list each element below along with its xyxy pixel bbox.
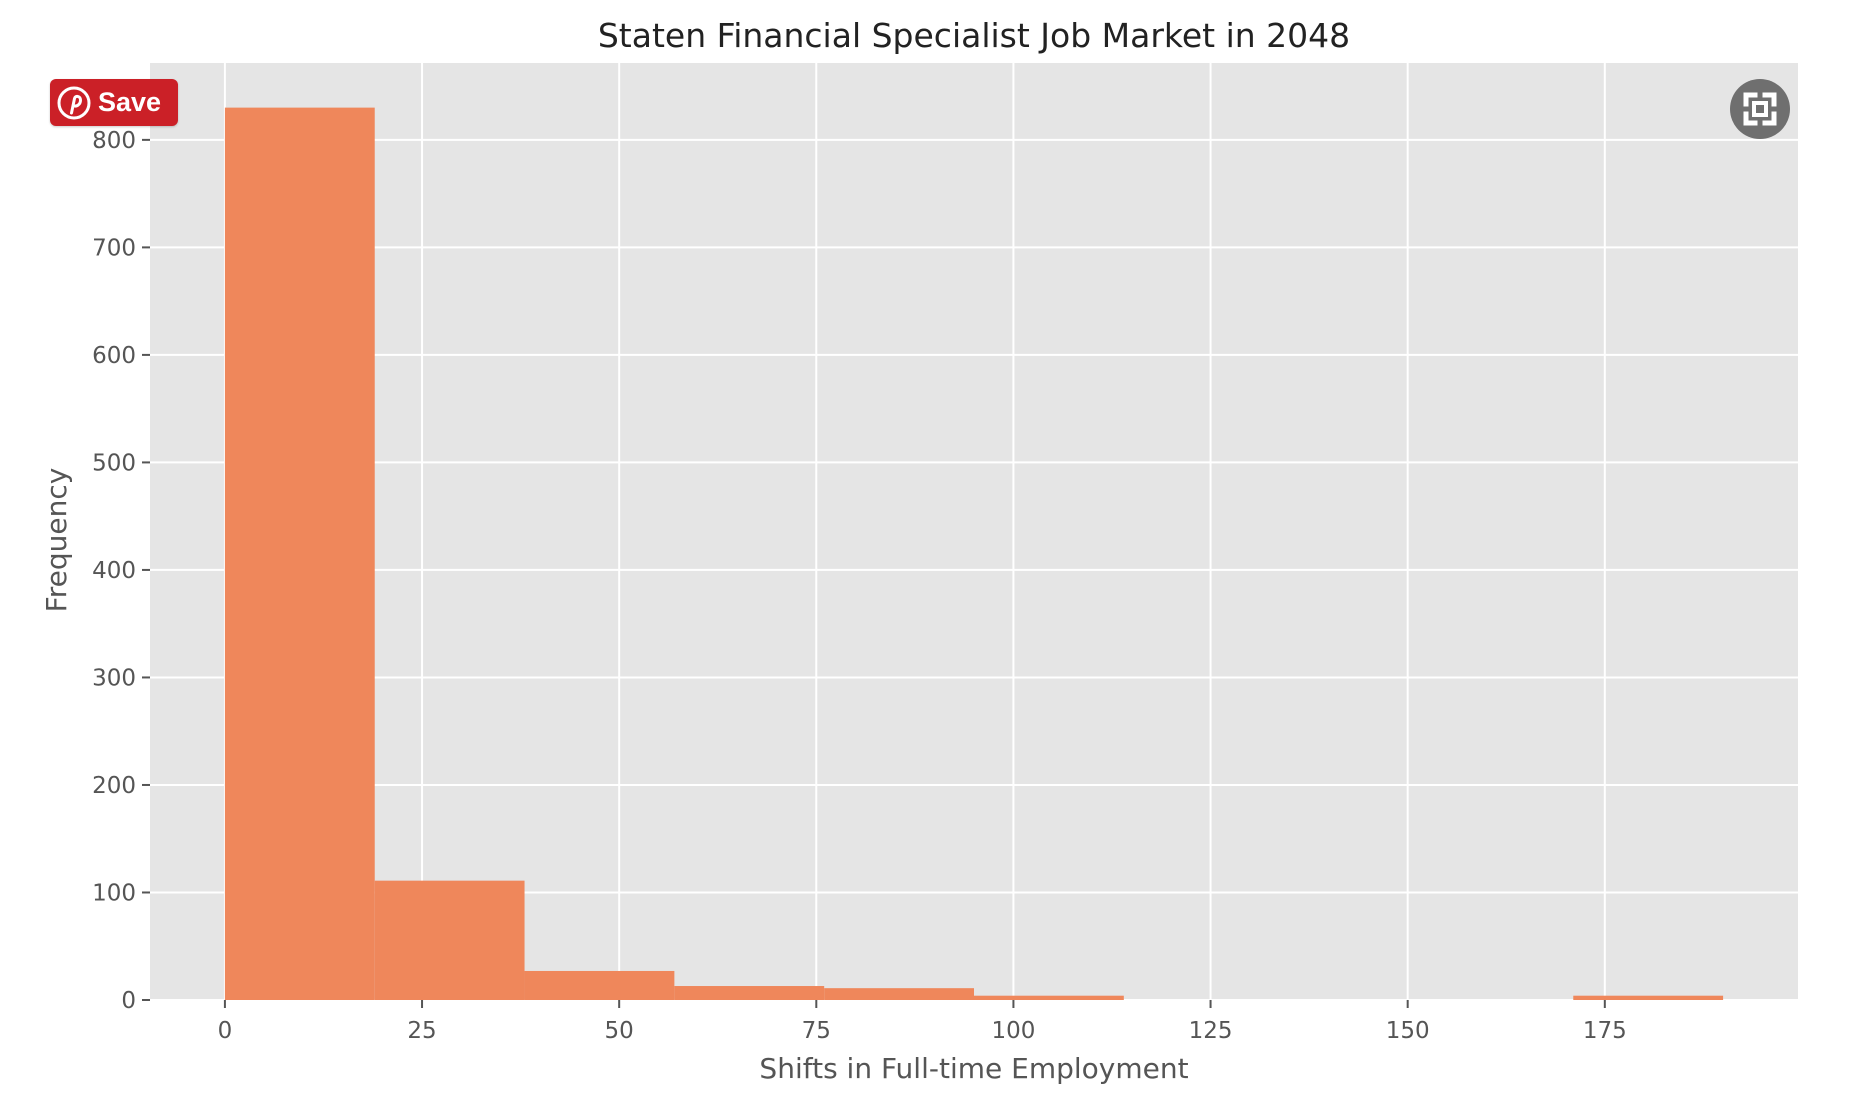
histogram-bars: [224, 107, 1724, 1001]
x-tick-label: 25: [407, 1018, 436, 1044]
y-tick-label: 600: [92, 343, 136, 369]
pinterest-icon: [57, 86, 91, 119]
y-tick-label: 800: [92, 128, 136, 154]
x-tick-label: 100: [991, 1018, 1035, 1044]
y-tick-label: 400: [92, 558, 136, 584]
histogram-bar: [374, 880, 525, 1000]
y-tick-label: 100: [92, 880, 136, 906]
chart-title: Staten Financial Specialist Job Market i…: [598, 16, 1350, 55]
histogram-bar: [524, 970, 675, 1000]
y-tick-label: 500: [92, 450, 136, 476]
x-tick-label: 175: [1583, 1018, 1627, 1044]
x-axis-ticks: 0 25 50 75 100 125 150 175: [218, 1000, 1627, 1044]
histogram-bar: [1573, 995, 1724, 1000]
y-tick-label: 700: [92, 235, 136, 261]
y-axis-ticks: 0 100 200 300 400 500 600 700 800: [92, 128, 150, 1014]
y-tick-label: 200: [92, 773, 136, 799]
pinterest-save-button[interactable]: Save: [50, 79, 178, 126]
x-tick-label: 125: [1189, 1018, 1233, 1044]
histogram-bar: [674, 986, 825, 1000]
save-label: Save: [98, 87, 162, 117]
histogram-bar: [824, 988, 974, 1000]
fullscreen-icon: [1743, 92, 1777, 126]
x-tick-label: 0: [218, 1018, 233, 1044]
plot-area: [150, 63, 1798, 1000]
x-tick-label: 150: [1386, 1018, 1430, 1044]
y-tick-label: 300: [92, 665, 136, 691]
y-axis-label: Frequency: [40, 468, 73, 613]
x-axis-label: Shifts in Full-time Employment: [759, 1052, 1188, 1085]
x-tick-label: 75: [802, 1018, 831, 1044]
histogram-bar: [224, 107, 375, 1001]
x-tick-label: 50: [605, 1018, 634, 1044]
fullscreen-button[interactable]: [1730, 79, 1790, 139]
grid-lines: [150, 63, 1798, 1001]
y-tick-label: 0: [121, 988, 136, 1014]
histogram-bar: [974, 995, 1124, 1000]
